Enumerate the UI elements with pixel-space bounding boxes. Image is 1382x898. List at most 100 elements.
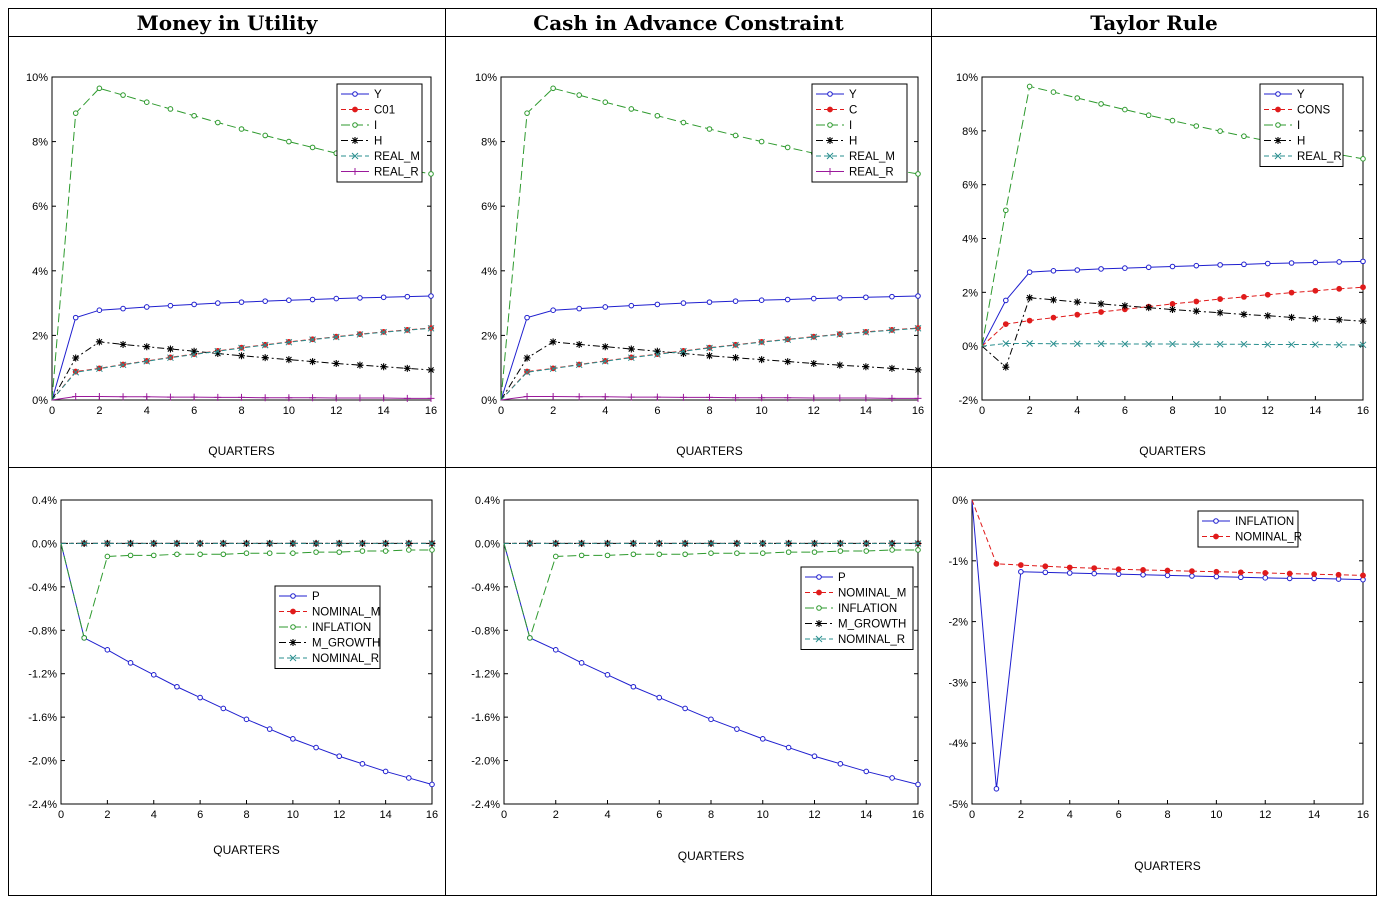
data-point bbox=[1241, 133, 1247, 140]
data-point bbox=[1240, 340, 1248, 348]
x-tick-label: 10 bbox=[1214, 405, 1226, 417]
data-point bbox=[1122, 265, 1128, 271]
data-point bbox=[1097, 340, 1105, 348]
data-point bbox=[1311, 315, 1319, 323]
data-point bbox=[104, 553, 111, 560]
data-point bbox=[888, 394, 896, 402]
x-axis-label: QUARTERS bbox=[1134, 859, 1200, 873]
data-point bbox=[191, 301, 197, 308]
data-point bbox=[309, 358, 317, 366]
data-point bbox=[1169, 340, 1176, 348]
data-point bbox=[95, 392, 103, 400]
chart-taylor-rule-nominal: 0 2 4 6 8 10 12 14 16 -5% -4% -3% -2% -1% 0% QUARTERS IN… bbox=[948, 495, 1369, 873]
data-point bbox=[706, 126, 713, 132]
legend-label: INFLATION bbox=[312, 622, 371, 634]
legend-label: Y bbox=[374, 89, 382, 101]
data-point bbox=[914, 324, 922, 332]
x-axis-label: QUARTERS bbox=[676, 444, 742, 458]
x-tick-label: 16 bbox=[426, 809, 438, 821]
data-point bbox=[150, 672, 157, 678]
data-point bbox=[680, 347, 687, 355]
data-point bbox=[120, 305, 126, 312]
legend-label: INFLATION bbox=[838, 603, 897, 615]
data-point bbox=[549, 365, 557, 373]
data-point bbox=[286, 297, 292, 303]
x-tick-label: 12 bbox=[808, 405, 820, 417]
data-point bbox=[836, 394, 844, 402]
data-point bbox=[1288, 289, 1295, 296]
data-point bbox=[1026, 294, 1034, 302]
data-point bbox=[836, 361, 844, 369]
data-point bbox=[127, 660, 134, 666]
data-point bbox=[357, 295, 363, 301]
data-point bbox=[1026, 340, 1033, 347]
y-tick-label: -1.2% bbox=[471, 669, 500, 681]
data-point bbox=[811, 549, 818, 555]
y-tick-label: 4% bbox=[32, 266, 48, 278]
data-point bbox=[526, 540, 534, 547]
y-tick-label: -1.6% bbox=[471, 712, 500, 724]
data-point bbox=[72, 110, 79, 116]
y-tick-label: -2.4% bbox=[28, 799, 57, 811]
data-point bbox=[1074, 267, 1081, 273]
data-point bbox=[1192, 340, 1200, 348]
data-point bbox=[654, 351, 661, 358]
series-points-real_r bbox=[523, 392, 922, 402]
legend-label: NOMINAL_R bbox=[312, 653, 379, 665]
data-point bbox=[655, 540, 663, 547]
data-point bbox=[679, 349, 687, 357]
data-point bbox=[289, 540, 297, 547]
data-point bbox=[127, 552, 134, 559]
data-point bbox=[380, 328, 387, 336]
data-point bbox=[785, 549, 792, 555]
data-point bbox=[286, 138, 292, 145]
data-point bbox=[914, 394, 922, 402]
data-point bbox=[238, 344, 245, 352]
data-point bbox=[238, 393, 245, 401]
data-point bbox=[215, 119, 221, 126]
data-point bbox=[1073, 298, 1081, 306]
data-point bbox=[1098, 309, 1104, 315]
data-point bbox=[403, 364, 411, 372]
data-point bbox=[915, 171, 921, 177]
data-point bbox=[429, 781, 435, 788]
x-tick-label: 8 bbox=[243, 809, 249, 821]
data-point bbox=[837, 540, 844, 547]
legend-marker bbox=[1213, 518, 1219, 524]
y-tick-label: 4% bbox=[962, 234, 978, 246]
data-point bbox=[1017, 562, 1024, 568]
legend-marker bbox=[351, 152, 359, 160]
data-point bbox=[1115, 571, 1122, 577]
data-point bbox=[549, 338, 557, 346]
legend-label: I bbox=[374, 120, 377, 132]
data-point bbox=[628, 302, 635, 309]
data-point bbox=[1335, 571, 1342, 578]
x-axis-label: QUARTERS bbox=[678, 849, 744, 863]
x-axis-label: QUARTERS bbox=[1139, 444, 1205, 458]
x-tick-label: 0 bbox=[979, 405, 985, 417]
data-point bbox=[1145, 264, 1152, 271]
data-point bbox=[1192, 307, 1200, 315]
data-point bbox=[143, 99, 150, 105]
data-point bbox=[1336, 285, 1343, 292]
data-point bbox=[708, 550, 714, 556]
data-point bbox=[601, 343, 609, 351]
data-point bbox=[1360, 156, 1366, 162]
data-point bbox=[1311, 571, 1318, 578]
data-point bbox=[336, 753, 343, 760]
series-points-c01 bbox=[72, 325, 434, 375]
series-line-cons bbox=[981, 286, 1364, 347]
data-point bbox=[576, 92, 582, 98]
y-tick-label: -1.2% bbox=[28, 669, 57, 681]
data-point bbox=[732, 354, 740, 362]
legend-box bbox=[1197, 510, 1299, 548]
x-tick-label: 0 bbox=[501, 809, 507, 821]
data-point bbox=[837, 295, 843, 301]
data-point bbox=[173, 540, 181, 547]
data-point bbox=[1264, 312, 1272, 320]
x-tick-label: 4 bbox=[1074, 405, 1080, 417]
data-point bbox=[332, 360, 340, 368]
legend-label: REAL_R bbox=[374, 167, 419, 179]
data-point bbox=[261, 354, 269, 362]
data-point bbox=[863, 294, 869, 301]
